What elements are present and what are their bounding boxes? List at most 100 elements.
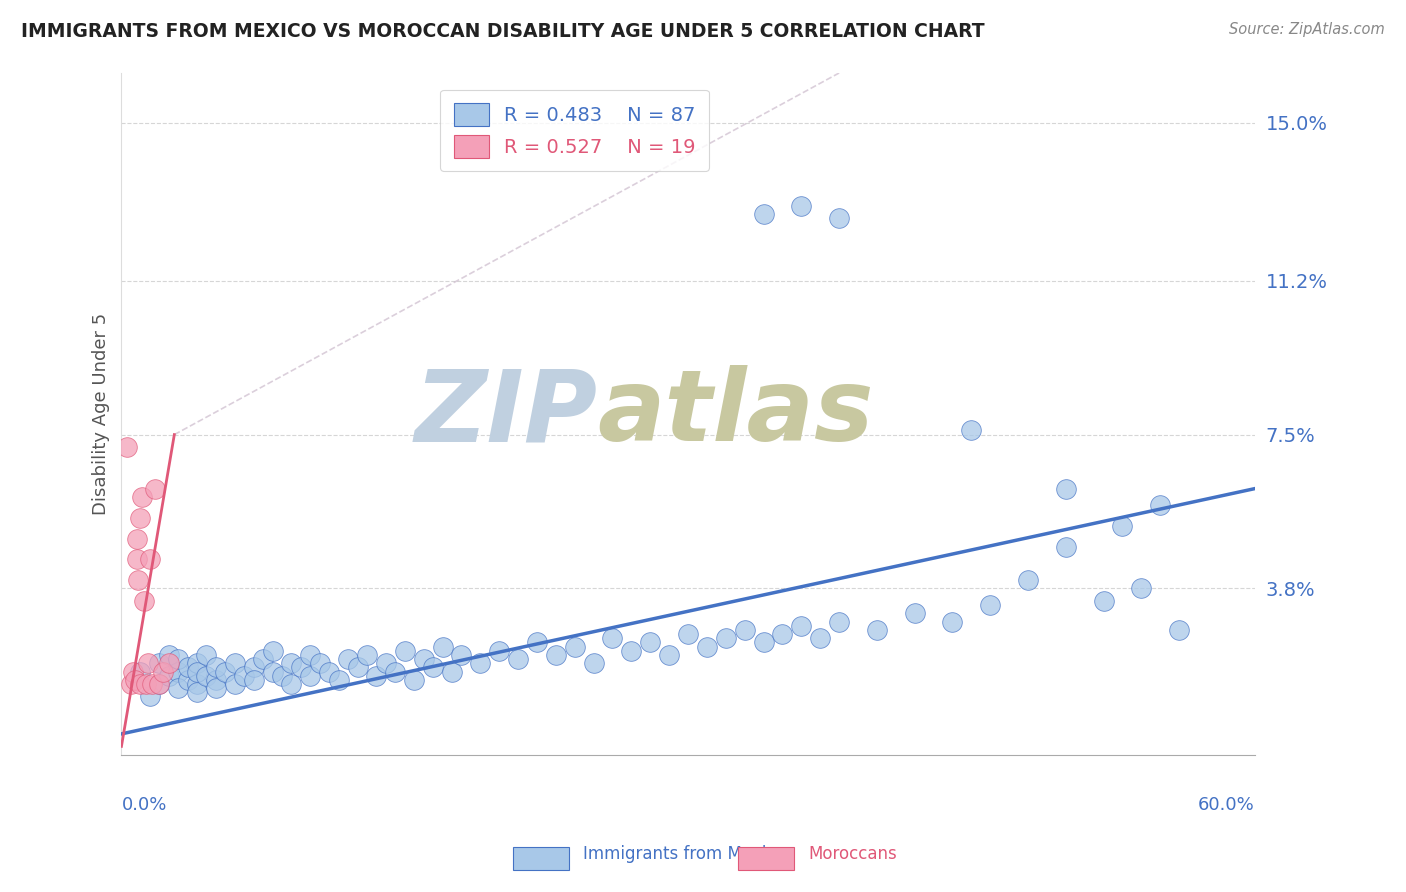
Point xyxy=(186,677,208,691)
Point xyxy=(337,652,360,666)
Point xyxy=(1149,498,1171,512)
Point xyxy=(290,660,312,674)
Point xyxy=(186,657,208,671)
Point xyxy=(129,665,152,679)
Point xyxy=(195,648,218,662)
Point xyxy=(271,669,294,683)
Point xyxy=(638,635,661,649)
Point xyxy=(470,657,492,671)
Legend: R = 0.483    N = 87, R = 0.527    N = 19: R = 0.483 N = 87, R = 0.527 N = 19 xyxy=(440,89,710,171)
Text: 0.0%: 0.0% xyxy=(121,797,167,814)
Point xyxy=(139,690,162,704)
Point xyxy=(129,677,152,691)
Point xyxy=(262,665,284,679)
Point xyxy=(676,627,699,641)
Point xyxy=(131,490,153,504)
Point xyxy=(582,657,605,671)
Point xyxy=(412,652,434,666)
Point xyxy=(120,677,142,691)
Point xyxy=(195,669,218,683)
Point xyxy=(772,627,794,641)
Point xyxy=(752,635,775,649)
Point xyxy=(1111,519,1133,533)
Point xyxy=(1054,540,1077,554)
Point xyxy=(299,669,322,683)
Point xyxy=(1092,594,1115,608)
Point xyxy=(157,657,180,671)
Point xyxy=(366,669,388,683)
Point xyxy=(280,657,302,671)
Point xyxy=(127,573,149,587)
Point xyxy=(450,648,472,662)
Text: ZIP: ZIP xyxy=(415,366,598,462)
Point xyxy=(242,660,264,674)
Point xyxy=(132,594,155,608)
Point xyxy=(602,632,624,646)
Point xyxy=(148,677,170,691)
Point xyxy=(148,677,170,691)
Point xyxy=(658,648,681,662)
Text: atlas: atlas xyxy=(598,366,875,462)
Text: IMMIGRANTS FROM MEXICO VS MOROCCAN DISABILITY AGE UNDER 5 CORRELATION CHART: IMMIGRANTS FROM MEXICO VS MOROCCAN DISAB… xyxy=(21,22,984,41)
Point xyxy=(960,424,983,438)
Point xyxy=(790,199,813,213)
Point xyxy=(214,665,236,679)
Point xyxy=(1054,482,1077,496)
Point xyxy=(157,648,180,662)
Point xyxy=(262,644,284,658)
Point xyxy=(374,657,396,671)
Point xyxy=(440,665,463,679)
Point xyxy=(205,673,228,687)
Point xyxy=(205,681,228,695)
Text: Moroccans: Moroccans xyxy=(808,845,897,863)
Point xyxy=(125,552,148,566)
Point xyxy=(141,677,163,691)
Point xyxy=(384,665,406,679)
Point xyxy=(564,640,586,654)
Point xyxy=(526,635,548,649)
Point xyxy=(125,532,148,546)
Point xyxy=(866,623,889,637)
Text: 60.0%: 60.0% xyxy=(1198,797,1254,814)
Point xyxy=(620,644,643,658)
Point xyxy=(1017,573,1039,587)
Point xyxy=(714,632,737,646)
Point xyxy=(176,660,198,674)
Point xyxy=(167,652,190,666)
Point xyxy=(129,510,152,524)
Point xyxy=(356,648,378,662)
Point xyxy=(136,657,159,671)
Point xyxy=(941,615,963,629)
Point xyxy=(318,665,340,679)
Point xyxy=(808,632,831,646)
Point xyxy=(205,660,228,674)
Point xyxy=(404,673,426,687)
Point xyxy=(224,657,246,671)
Point xyxy=(328,673,350,687)
Point xyxy=(828,615,851,629)
Point xyxy=(346,660,368,674)
Point xyxy=(394,644,416,658)
Point xyxy=(124,673,146,687)
Point xyxy=(979,598,1001,612)
Point xyxy=(696,640,718,654)
Point xyxy=(135,677,157,691)
Point xyxy=(828,211,851,226)
Point xyxy=(1168,623,1191,637)
Point xyxy=(121,665,143,679)
Point xyxy=(224,677,246,691)
Point xyxy=(422,660,444,674)
Point xyxy=(176,673,198,687)
Point xyxy=(139,552,162,566)
Point xyxy=(186,665,208,679)
Point xyxy=(544,648,567,662)
Point xyxy=(299,648,322,662)
Point xyxy=(186,685,208,699)
Point xyxy=(488,644,510,658)
Text: Immigrants from Mexico: Immigrants from Mexico xyxy=(583,845,786,863)
Point xyxy=(734,623,756,637)
Point xyxy=(152,665,174,679)
Text: Source: ZipAtlas.com: Source: ZipAtlas.com xyxy=(1229,22,1385,37)
Point xyxy=(280,677,302,691)
Point xyxy=(752,207,775,221)
